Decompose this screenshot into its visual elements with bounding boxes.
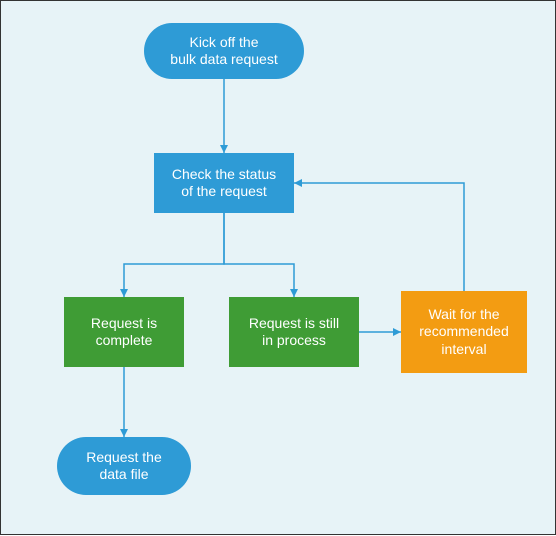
node-wait-label: Wait for therecommendedinterval <box>419 306 509 359</box>
node-requestfile-label: Request thedata file <box>86 449 162 484</box>
node-kickoff: Kick off thebulk data request <box>144 23 304 79</box>
node-wait-interval: Wait for therecommendedinterval <box>401 291 527 373</box>
flowchart-canvas: Kick off thebulk data request Check the … <box>0 0 556 535</box>
node-kickoff-label: Kick off thebulk data request <box>170 34 277 69</box>
node-request-inprocess: Request is stillin process <box>229 297 359 367</box>
node-check-label: Check the statusof the request <box>172 166 276 201</box>
node-check-status: Check the statusof the request <box>154 153 294 213</box>
flow-edge <box>294 183 464 291</box>
node-inprocess-label: Request is stillin process <box>249 315 339 350</box>
node-request-file: Request thedata file <box>57 437 191 495</box>
flow-edge <box>124 213 224 297</box>
node-complete-label: Request iscomplete <box>91 315 157 350</box>
node-request-complete: Request iscomplete <box>64 297 184 367</box>
flow-edge <box>224 213 294 297</box>
